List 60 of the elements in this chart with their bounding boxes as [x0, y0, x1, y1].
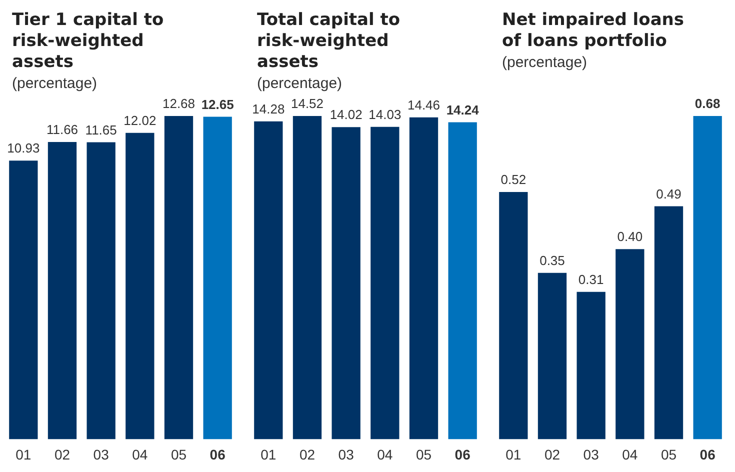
- x-tick-label: 06: [210, 446, 226, 462]
- x-tick-label: 05: [170, 446, 187, 462]
- x-tick-label: 01: [16, 446, 32, 462]
- data-label: 0.68: [694, 96, 720, 112]
- x-tick-label: 03: [583, 446, 600, 462]
- bar: [538, 272, 567, 440]
- data-label: 0.52: [500, 172, 526, 188]
- x-tick-label: 05: [660, 446, 677, 462]
- chart-subtitle: (percentage): [502, 54, 588, 71]
- data-label: 12.65: [201, 96, 234, 112]
- data-label: 11.66: [46, 122, 78, 138]
- x-tick-label: 04: [132, 446, 148, 462]
- data-label: 14.52: [290, 96, 324, 112]
- bar: [370, 126, 400, 440]
- bar: [48, 142, 77, 440]
- x-tick-label: 06: [454, 446, 471, 462]
- bar: [9, 160, 38, 440]
- chart-title: Tier 1 capital to risk-weighted assets: [12, 10, 165, 73]
- data-label: 14.03: [368, 106, 402, 122]
- x-tick-label: 04: [377, 446, 393, 462]
- x-tick-label: 03: [338, 446, 354, 462]
- bar: [654, 206, 684, 440]
- data-label: 14.24: [446, 102, 480, 118]
- bar: [448, 122, 477, 440]
- x-tick-label: 02: [544, 446, 560, 462]
- data-label: 0.35: [540, 252, 565, 268]
- bar: [292, 116, 322, 440]
- x-tick-label: 04: [622, 446, 638, 462]
- bar: [499, 192, 528, 440]
- x-tick-label: 03: [93, 446, 110, 462]
- data-label: 11.65: [85, 122, 117, 138]
- bar: [126, 132, 154, 440]
- bar: [409, 117, 438, 440]
- data-label: 12.68: [162, 96, 196, 112]
- bar: [86, 142, 116, 440]
- bar: [203, 116, 232, 440]
- x-tick-label: 02: [54, 446, 70, 462]
- bar: [693, 116, 722, 440]
- x-tick-label: 01: [260, 446, 276, 462]
- data-label: 14.28: [252, 101, 285, 116]
- data-label: 0.40: [617, 229, 643, 244]
- data-label: 14.02: [330, 107, 362, 122]
- bar: [576, 292, 606, 440]
- bar: [332, 127, 360, 440]
- x-tick-label: 05: [416, 446, 432, 462]
- data-label: 0.49: [656, 186, 682, 202]
- chart-title: Net impaired loans of loans portfolio: [502, 10, 686, 52]
- chart-title: Total capital to risk-weighted assets: [257, 10, 402, 73]
- chart-subtitle: (percentage): [257, 75, 344, 92]
- x-tick-label: 06: [700, 446, 716, 462]
- chart-subtitle: (percentage): [12, 75, 98, 92]
- bar: [254, 121, 283, 440]
- data-label: 14.46: [407, 97, 440, 112]
- data-label: 0.31: [578, 272, 604, 287]
- data-label: 10.93: [7, 140, 40, 156]
- x-tick-label: 02: [299, 446, 316, 462]
- bar: [164, 116, 194, 440]
- data-label: 12.02: [124, 112, 156, 128]
- bar: [616, 249, 644, 440]
- x-tick-label: 01: [506, 446, 522, 462]
